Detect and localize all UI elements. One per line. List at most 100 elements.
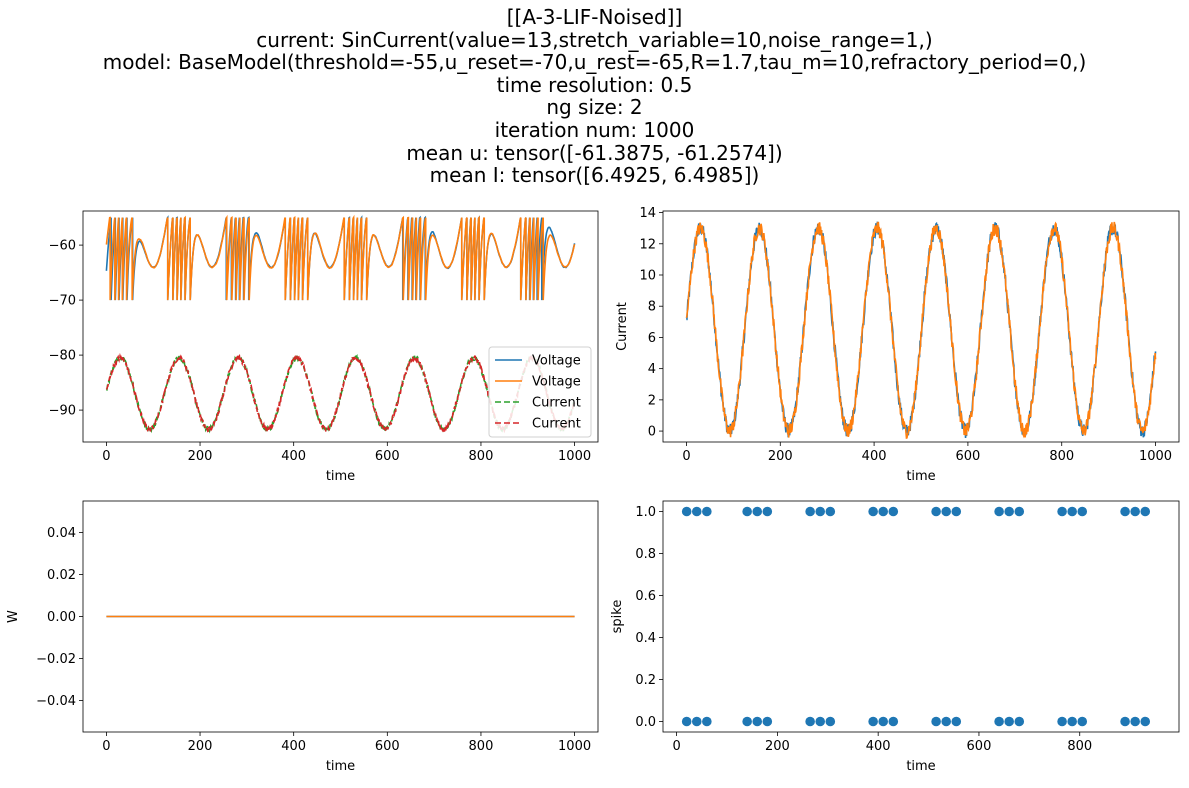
voltage-current-xtick-label: 800 — [469, 449, 494, 464]
spike-point — [868, 716, 878, 727]
voltage-current-xtick-label: 1000 — [558, 449, 591, 464]
title-line-4: time resolution: 0.5 — [496, 72, 693, 97]
weights-ytick-label: 0.02 — [47, 568, 76, 583]
weights-axes: 0 200 400 600 800 1000 −0.04 −0.02 0.00 0.02 0.04 t… — [6, 526, 591, 774]
spike-point — [1004, 506, 1014, 517]
legend-label-1: Voltage — [532, 354, 581, 369]
spike-point — [742, 716, 752, 727]
spike-point — [878, 716, 889, 727]
spike-point — [1120, 506, 1130, 517]
spike-point — [752, 506, 763, 517]
weights-xtick-label: 400 — [281, 739, 306, 754]
title-line-6: iteration num: 1000 — [494, 117, 695, 142]
voltage-current-xtick-label: 400 — [281, 449, 306, 464]
current-frame — [662, 210, 1180, 443]
current-ytick-label: 0 — [648, 425, 656, 440]
spike-point — [691, 506, 702, 517]
voltage-current-xtick-label: 600 — [375, 449, 400, 464]
spikes-ylabel: spike — [610, 600, 625, 634]
legend-label-3: Current — [532, 396, 581, 411]
spikes-ytick-label: 1.0 — [635, 505, 656, 520]
title-line-3: model: BaseModel(threshold=-55,u_reset=-… — [102, 50, 1087, 75]
current-ylabel: Current — [615, 302, 630, 351]
spike-point — [805, 716, 815, 727]
spike-point — [1067, 716, 1077, 727]
voltage-current-xtick-label: 0 — [102, 449, 110, 464]
voltage-current-xtick-label: 200 — [188, 449, 213, 464]
spike-point — [1067, 506, 1077, 517]
spikes-xtick-label: 600 — [967, 739, 992, 754]
spike-point — [941, 506, 951, 517]
current-xtick-label: 600 — [955, 449, 980, 464]
current-xtick-label: 800 — [1049, 449, 1074, 464]
spikes-ytick-label: 0.8 — [635, 547, 656, 562]
spike-point — [752, 716, 763, 727]
legend: Voltage Voltage Current Current — [488, 346, 592, 438]
spikes-xtick-label: 800 — [1067, 739, 1092, 754]
spike-point — [994, 506, 1004, 517]
spike-point — [1004, 716, 1014, 727]
spike-point — [931, 716, 941, 727]
current-ytick-label: 8 — [648, 300, 656, 315]
spike-point — [825, 716, 836, 727]
voltage-line-2 — [105, 214, 576, 301]
weights-ytick-label: 0.04 — [47, 526, 76, 541]
weights-xtick-label: 800 — [469, 739, 494, 754]
legend-label-4: Current — [532, 417, 581, 432]
spike-point — [1057, 506, 1067, 517]
spike-point — [868, 506, 878, 517]
current-ytick-label: 12 — [639, 237, 656, 252]
weights-xtick-label: 600 — [375, 739, 400, 754]
spikes-ytick-label: 0.4 — [635, 631, 656, 646]
spike-point — [815, 716, 826, 727]
spike-point — [941, 716, 951, 727]
spikes-points — [681, 506, 1151, 727]
weights-xtick-label: 200 — [188, 739, 213, 754]
spike-point — [951, 716, 962, 727]
spike-point — [681, 716, 692, 727]
voltage-current-axes: 0 200 400 600 800 1000 −90 −80 −70 −60 time — [49, 239, 592, 484]
spike-point — [1120, 716, 1130, 727]
spikes-frame — [662, 500, 1180, 733]
spike-point — [742, 506, 752, 517]
spike-point — [888, 506, 899, 517]
spike-point — [702, 506, 712, 517]
spike-point — [805, 506, 815, 517]
spike-point — [762, 716, 773, 727]
voltage-current-ytick-label: −70 — [49, 294, 76, 309]
voltage-current-xlabel: time — [326, 469, 355, 484]
figure-title: [[A-3-LIF-Noised]] current: SinCurrent(v… — [0, 6, 1189, 187]
spike-point — [702, 716, 712, 727]
weights-xtick-label: 0 — [102, 739, 110, 754]
current-xlabel: time — [906, 469, 935, 484]
current-ytick-label: 2 — [648, 393, 656, 408]
current-plot-area — [685, 221, 1157, 440]
spikes-xtick-label: 400 — [866, 739, 891, 754]
spike-point — [888, 716, 899, 727]
spike-point — [1014, 506, 1025, 517]
spikes-ytick-label: 0.0 — [635, 715, 656, 730]
current-xtick-label: 1000 — [1139, 449, 1172, 464]
spike-point — [994, 716, 1004, 727]
spikes-xtick-label: 0 — [672, 739, 680, 754]
title-line-2: current: SinCurrent(value=13,stretch_var… — [256, 27, 933, 52]
current-ytick-label: 10 — [639, 268, 656, 283]
voltage-current-ytick-label: −60 — [49, 239, 76, 254]
voltage-current-frame — [82, 210, 599, 443]
voltage-current-ytick-label: −80 — [49, 349, 76, 364]
spike-point — [1140, 506, 1151, 517]
spikes-xlabel: time — [906, 759, 935, 774]
spike-point — [681, 506, 692, 517]
title-line-1: [[A-3-LIF-Noised]] — [506, 5, 683, 29]
spike-point — [691, 716, 702, 727]
legend-label-2: Voltage — [532, 375, 581, 390]
title-line-8: mean I: tensor([6.4925, 6.4985]) — [429, 163, 760, 188]
spike-point — [931, 506, 941, 517]
spike-point — [1140, 716, 1151, 727]
weights-xlabel: time — [326, 759, 355, 774]
current-xtick-label: 200 — [768, 449, 793, 464]
title-line-7: mean u: tensor([-61.3875, -61.2574]) — [406, 140, 783, 165]
spikes-ytick-label: 0.2 — [635, 673, 656, 688]
spike-point — [1057, 716, 1067, 727]
